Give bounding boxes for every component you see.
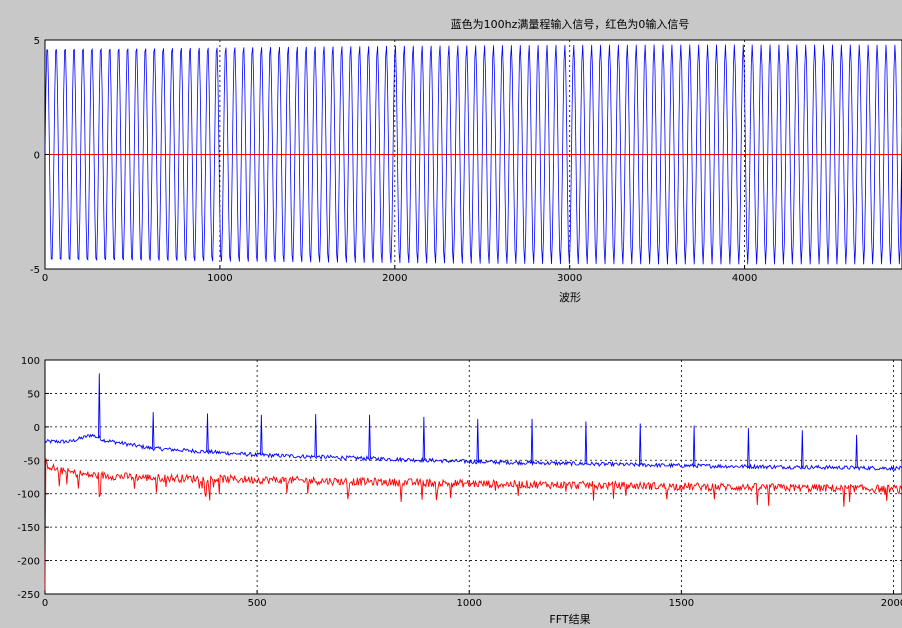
fft-plot-area xyxy=(44,359,902,595)
waveform-y-tick-label: 5 xyxy=(34,36,40,47)
fft-x-tick-label: 1500 xyxy=(669,598,694,609)
fft-y-tick-label: -250 xyxy=(17,590,40,601)
fft-x-tick-label: 0 xyxy=(42,598,48,609)
fft-grid xyxy=(45,360,902,594)
fft-y-tick-label: 100 xyxy=(21,356,40,367)
fft-y-tick-label: -200 xyxy=(17,557,40,568)
waveform-x-tick-label: 4000 xyxy=(732,273,757,284)
fft-x-tick-label: 1000 xyxy=(457,598,482,609)
fft-y-tick-label: -150 xyxy=(17,523,40,534)
fft-y-tick-label: -100 xyxy=(17,490,40,501)
waveform-x-tick-label: 3000 xyxy=(557,273,582,284)
fft-x-tick-label: 2000 xyxy=(881,598,902,609)
waveform-x-axis-label: 波形 xyxy=(559,291,581,304)
fft-y-tick-label: 0 xyxy=(34,423,40,434)
waveform-title: 蓝色为100hz满量程输入信号，红色为0输入信号 xyxy=(451,17,690,31)
fft-x-tick-label: 500 xyxy=(248,598,267,609)
fft-y-tick-label: -50 xyxy=(24,456,40,467)
waveform-x-tick-label: 0 xyxy=(42,273,48,284)
fft-chart: 0500100015002000100500-50-100-150-200-25… xyxy=(17,356,902,626)
waveform-y-tick-label: -5 xyxy=(30,265,40,276)
waveform-y-tick-label: 0 xyxy=(34,151,40,162)
waveform-series-0 xyxy=(44,44,902,265)
fft-y-tick-label: 50 xyxy=(27,389,40,400)
fft-series xyxy=(44,373,902,595)
fft-x-axis-label: FFT结果 xyxy=(549,613,590,626)
fft-series-0 xyxy=(44,373,902,472)
waveform-series xyxy=(44,44,902,265)
waveform-chart: 蓝色为100hz满量程输入信号，红色为0输入信号 0 1000 2000 3000 40… xyxy=(30,17,902,304)
fft-series-1 xyxy=(44,457,902,595)
waveform-x-tick-label: 2000 xyxy=(382,273,407,284)
waveform-x-tick-label: 1000 xyxy=(207,273,232,284)
fft-ticks: 0500100015002000100500-50-100-150-200-25… xyxy=(17,356,902,609)
